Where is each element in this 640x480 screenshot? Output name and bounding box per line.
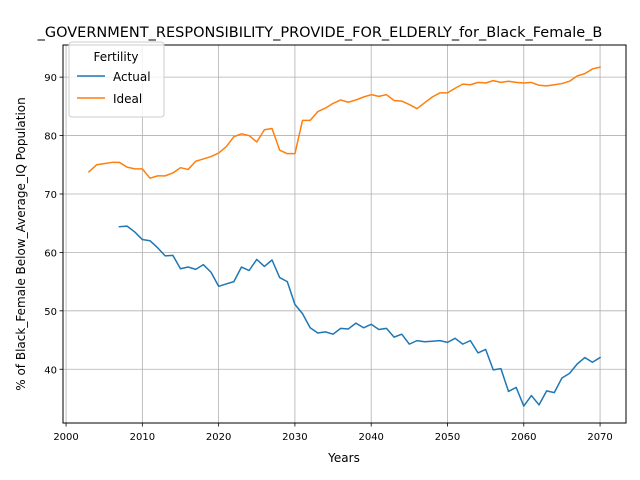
x-tick-label: 2040 xyxy=(358,432,383,443)
x-tick-label: 2060 xyxy=(511,432,536,443)
y-tick-label: 70 xyxy=(44,190,57,201)
legend-label-ideal: Ideal xyxy=(113,92,142,106)
series-lines xyxy=(87,66,602,407)
x-tick-label: 2020 xyxy=(206,432,231,443)
y-tick-label: 90 xyxy=(44,73,57,84)
y-axis-ticks: 40 50 60 70 80 90 xyxy=(44,73,63,376)
series-line-ideal xyxy=(87,66,601,179)
x-axis-ticks: 2000 2010 2020 2030 2040 2050 2060 2070 xyxy=(53,423,613,443)
y-tick-label: 40 xyxy=(44,365,57,376)
legend-label-actual: Actual xyxy=(113,70,151,84)
legend: Fertility Actual Ideal xyxy=(68,41,165,118)
y-axis-label: % of Black_Female Below_Average_IQ Popul… xyxy=(14,97,28,391)
gridlines xyxy=(63,45,626,423)
y-tick-label: 60 xyxy=(44,248,57,259)
plot-frame xyxy=(62,44,627,424)
x-tick-label: 2070 xyxy=(587,432,612,443)
x-axis-label: Years xyxy=(327,451,360,465)
chart-title: _GOVERNMENT_RESPONSIBILITY_PROVIDE_FOR_E… xyxy=(37,25,603,41)
series-line-actual xyxy=(118,225,602,407)
x-tick-label: 2010 xyxy=(130,432,155,443)
y-tick-label: 50 xyxy=(44,307,57,318)
y-tick-label: 80 xyxy=(44,132,57,143)
legend-title: Fertility xyxy=(93,50,138,64)
x-tick-label: 2030 xyxy=(282,432,307,443)
x-tick-label: 2000 xyxy=(53,432,78,443)
x-tick-label: 2050 xyxy=(435,432,460,443)
